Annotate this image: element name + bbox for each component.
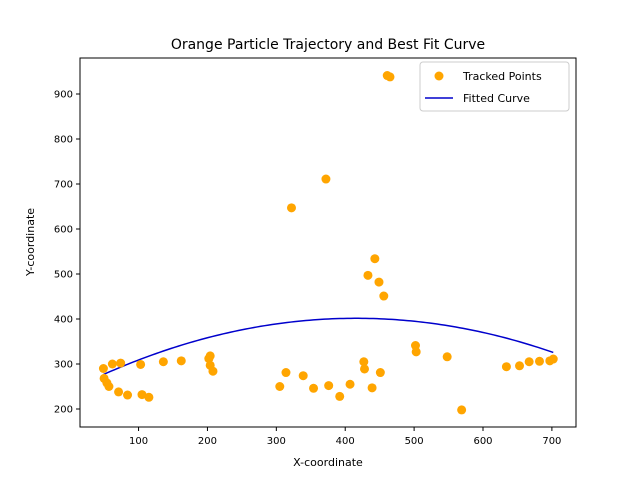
x-tick-label: 700 xyxy=(542,436,561,447)
scatter-point xyxy=(298,371,308,381)
scatter-point xyxy=(114,387,124,397)
x-axis-label: X-coordinate xyxy=(293,456,363,469)
scatter-point xyxy=(104,382,114,391)
scatter-point xyxy=(374,277,384,287)
scatter-points-layer xyxy=(98,71,558,415)
scatter-point xyxy=(107,359,117,369)
scatter-point xyxy=(501,362,511,372)
y-tick-label: 300 xyxy=(54,360,73,371)
y-tick-label: 800 xyxy=(54,135,73,146)
scatter-point xyxy=(321,174,331,184)
legend-label-tracked-points: Tracked Points xyxy=(462,70,542,83)
scatter-point xyxy=(205,351,215,361)
scatter-point xyxy=(335,391,345,401)
scatter-point xyxy=(116,358,126,368)
scatter-point xyxy=(370,254,380,264)
scatter-point xyxy=(98,364,108,373)
scatter-point xyxy=(534,356,544,366)
scatter-point xyxy=(411,347,421,357)
scatter-point xyxy=(375,368,385,378)
scatter-point xyxy=(158,357,168,367)
x-tick-label: 600 xyxy=(473,436,492,447)
scatter-point xyxy=(385,72,395,82)
scatter-point xyxy=(309,383,319,393)
scatter-point xyxy=(286,203,296,213)
x-tick-label: 100 xyxy=(129,436,148,447)
x-axis-ticks: 100 200 300 400 500 600 700 xyxy=(129,427,561,447)
fitted-curve-layer xyxy=(103,317,554,376)
y-axis-ticks: 200 300 400 500 600 700 800 900 xyxy=(54,90,80,416)
y-tick-label: 900 xyxy=(54,90,73,101)
legend: Tracked Points Fitted Curve xyxy=(419,61,570,112)
x-tick-label: 200 xyxy=(198,436,217,447)
fitted-curve-line xyxy=(103,317,554,376)
scatter-point xyxy=(275,382,285,391)
scatter-point xyxy=(144,392,154,402)
scatter-point xyxy=(136,359,146,369)
scatter-point xyxy=(281,368,291,378)
x-tick-label: 300 xyxy=(267,436,286,447)
scatter-point xyxy=(137,390,147,400)
scatter-point xyxy=(123,390,133,400)
legend-label-fitted-curve: Fitted Curve xyxy=(463,92,530,105)
y-tick-label: 700 xyxy=(54,180,73,191)
legend-marker-tracked-points xyxy=(434,71,444,81)
plot-area: 100 200 300 400 500 600 700 200 300 400 500 600 700… xyxy=(54,57,577,447)
scatter-point xyxy=(524,357,534,367)
scatter-point xyxy=(363,270,373,280)
scatter-point xyxy=(379,291,389,301)
scatter-point xyxy=(359,357,369,367)
scatter-point xyxy=(548,354,558,364)
scatter-point xyxy=(176,356,186,366)
legend-box xyxy=(419,61,570,112)
plot-frame xyxy=(79,57,577,428)
y-tick-label: 400 xyxy=(54,315,73,326)
scatter-point xyxy=(367,383,377,393)
scatter-point xyxy=(442,352,452,362)
y-tick-label: 600 xyxy=(54,225,73,236)
chart-title: Orange Particle Trajectory and Best Fit … xyxy=(171,37,485,53)
y-tick-label: 500 xyxy=(54,270,73,281)
scatter-point xyxy=(208,366,218,376)
x-tick-label: 400 xyxy=(336,436,355,447)
scatter-point xyxy=(360,364,370,374)
y-axis-label: Y-coordinate xyxy=(24,208,37,277)
scatter-point xyxy=(457,405,467,415)
scatter-point xyxy=(324,381,334,391)
scatter-point xyxy=(345,379,355,389)
x-tick-label: 500 xyxy=(405,436,424,447)
y-tick-label: 200 xyxy=(54,405,73,416)
scatter-point xyxy=(515,361,525,371)
